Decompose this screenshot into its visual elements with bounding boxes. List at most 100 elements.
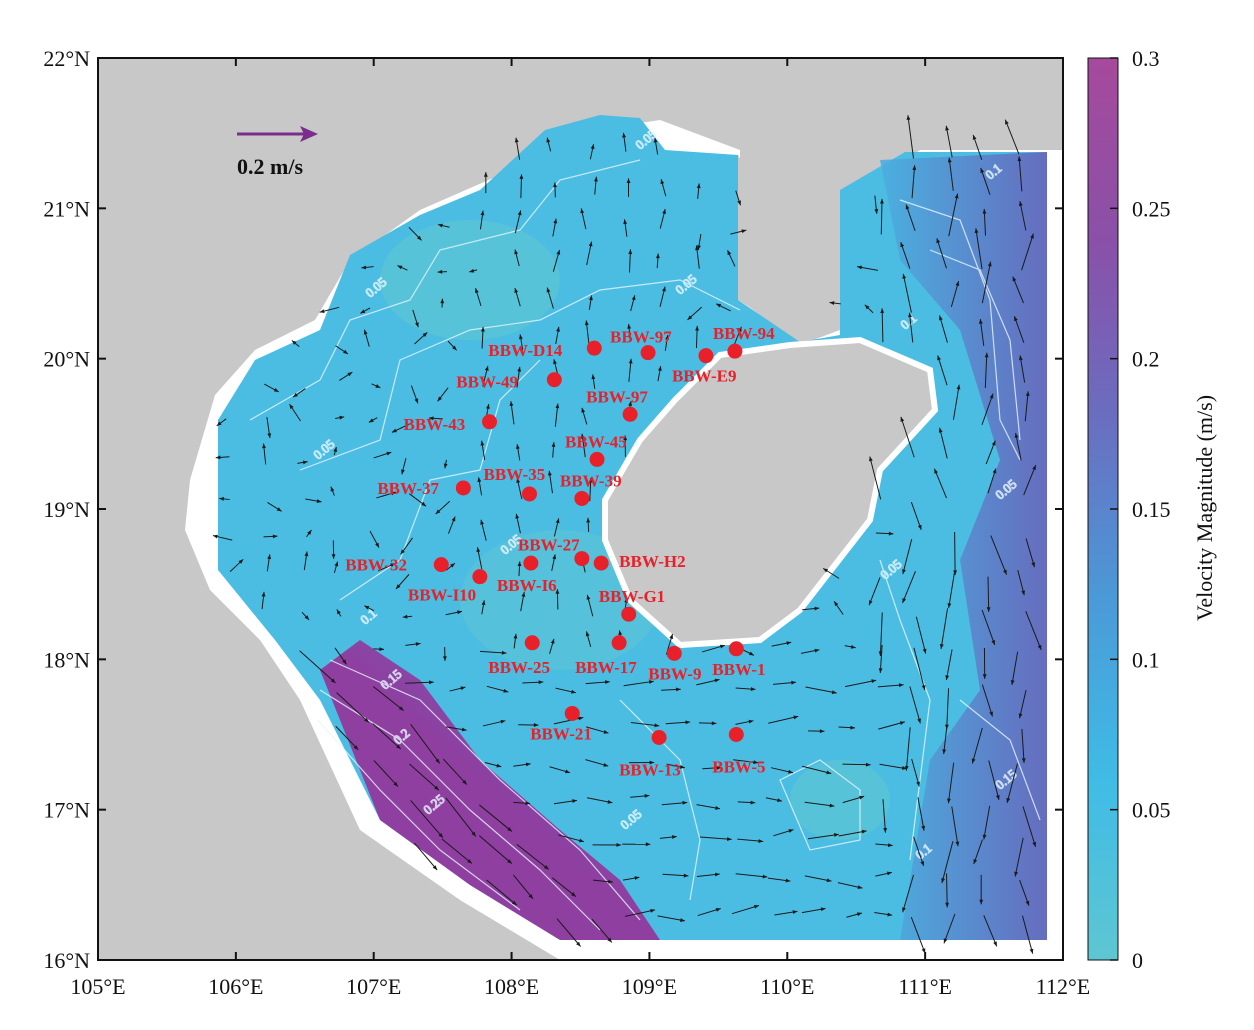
arrow-head [939,644,944,649]
arrow-head [364,717,369,723]
arrow-head [576,941,581,947]
arrow-head [1017,156,1022,162]
arrow-head [716,303,722,308]
velocity-arrow [699,836,732,840]
arrow-head [671,835,677,839]
velocity-arrow [1022,806,1037,848]
arrow-head [304,551,309,557]
velocity-arrow [900,416,915,458]
arrow-head [922,648,927,654]
arrow-head [517,561,522,567]
velocity-arrow [905,204,916,232]
arrow-head [333,447,338,453]
arrow-head [820,907,826,912]
velocity-arrow [945,649,953,681]
arrow-head [476,547,481,553]
arrow-head [758,839,764,843]
arrow-head [623,435,628,441]
station-label: BBW-9 [648,664,701,683]
velocity-arrow [948,193,959,237]
station-label: BBW-25 [488,658,550,677]
arrow-head [695,245,699,251]
arrow-head [902,598,907,604]
arrow-head [551,442,556,447]
arrow-head [823,568,829,573]
velocity-arrow [983,805,991,840]
arrow-head [628,401,632,407]
arrow-head [363,329,368,335]
velocity-arrow [414,842,438,871]
arrow-head [982,674,987,679]
arrow-head [289,404,294,410]
arrow-head [1032,465,1036,471]
arrow-head [475,288,479,294]
arrow-head [603,762,609,767]
arrow-head [859,795,865,800]
arrow-head [944,724,949,730]
arrow-head [588,295,593,301]
arrow-head [272,534,278,539]
arrow-head [886,871,892,876]
velocity-arrow [900,242,911,269]
arrow-head [414,398,419,404]
contour-line [619,699,701,901]
station-label: BBW-H2 [619,552,685,571]
arrow-head [485,404,490,409]
arrow-head [525,762,531,767]
station-label: BBW-45 [565,432,627,451]
arrow-head [748,651,754,656]
arrow-head [941,877,946,883]
arrow-head [714,872,720,877]
arrow-head [580,208,585,214]
arrow-head [586,517,591,523]
velocity-arrow [990,535,1008,575]
arrow-head [443,463,448,469]
arrow-head [555,518,560,524]
arrow-head [819,729,825,734]
velocity-arrow [1021,915,1034,954]
arrow-head [945,675,950,681]
hainan-island [602,336,939,649]
x-tick-label: 112°E [1036,974,1090,999]
arrow-head [753,904,759,909]
station-label: BBW-35 [483,465,545,484]
arrow-head [215,455,221,460]
velocity-arrow [1025,611,1042,651]
arrow-head [238,559,244,564]
arrow-head [438,833,444,838]
arrow-head [1025,900,1030,906]
arrow-head [831,690,837,695]
arrow-head [503,688,509,693]
arrow-head [834,601,839,607]
arrow-head [826,878,832,883]
arrow-head [655,253,660,259]
arrow-head [900,416,905,422]
station-marker [455,480,471,496]
arrow-head [368,418,374,423]
velocity-arrow [1004,119,1020,155]
arrow-head [375,384,381,388]
velocity-arrow [952,384,960,421]
arrow-head [533,723,539,727]
arrow-head [273,387,279,392]
arrow-head [396,744,401,750]
arrow-head [954,193,959,199]
velocity-arrow [479,804,513,832]
station-label: BBW-G1 [599,587,665,606]
arrow-head [515,444,520,450]
velocity-arrow [933,468,947,499]
arrow-head [336,609,341,615]
arrow-head [715,806,721,810]
arrow-head [814,606,820,611]
contour-line [249,159,641,421]
arrow-head [662,286,666,292]
y-tick-label: 21°N [43,196,90,221]
arrow-head [342,659,347,665]
velocity-arrow [442,758,468,785]
arrow-head [467,859,472,864]
velocity-arrow [1021,233,1034,271]
arrow-head [622,132,626,138]
arrow-head [628,249,633,255]
gulf-core [380,220,560,340]
station-label: BBW-97 [610,328,672,347]
